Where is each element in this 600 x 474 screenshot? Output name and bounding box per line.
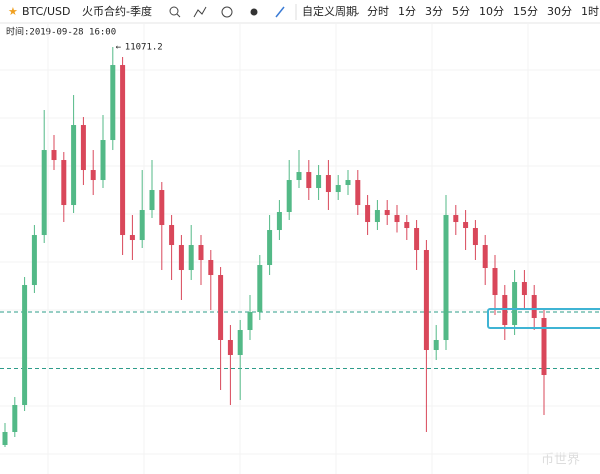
watermark: 币世界 [541, 453, 580, 468]
interval-button[interactable]: 3分 [425, 5, 443, 18]
candle-body [384, 210, 390, 216]
candle-body [227, 340, 233, 356]
candle-body [41, 150, 47, 236]
dropdown-caret[interactable]: ⌄ [354, 8, 361, 17]
candle-body [306, 172, 312, 189]
candle-body [394, 215, 400, 223]
candle-body [237, 330, 243, 356]
candle-body [149, 190, 155, 211]
candle-body [521, 282, 527, 296]
zone-box [487, 308, 600, 330]
time-label: 时间:2019-09-28 16:00 [6, 26, 116, 38]
candle-body [316, 175, 322, 189]
candle-body [218, 275, 224, 341]
candle-body [325, 175, 331, 193]
candle-body [2, 432, 8, 446]
candle-body [71, 125, 77, 206]
candle-body [267, 230, 273, 266]
candle-body [541, 318, 547, 376]
contract[interactable]: 火币合约-季度 [82, 4, 152, 18]
candle-body [120, 65, 126, 236]
candle-body [512, 282, 518, 326]
candle-body [90, 170, 96, 181]
candle-body [51, 150, 57, 161]
candle-body [443, 215, 449, 341]
draw-icon[interactable] [275, 6, 285, 18]
candle-body [296, 172, 302, 181]
candle-body [345, 180, 351, 186]
candle-body [80, 125, 86, 171]
candle-body [423, 250, 429, 351]
favorite-star[interactable]: ★ [8, 5, 18, 18]
candle-body [463, 222, 469, 229]
candle-body [355, 180, 361, 206]
interval-button[interactable]: 1分 [398, 5, 416, 18]
candle-body [188, 245, 194, 271]
toolbar: ★ BTC/USD 火币合约-季度 自定义周期 ⌄ [8, 4, 361, 20]
candle-body [335, 185, 341, 193]
candle-body [531, 295, 537, 319]
settings-icon[interactable] [221, 6, 233, 18]
candle-body [169, 225, 175, 246]
candle-body [404, 222, 410, 229]
candle-body [247, 312, 253, 331]
interval-button[interactable]: 分时 [367, 5, 389, 18]
candle-body [110, 65, 116, 141]
candle-body [198, 245, 204, 261]
candle-body [472, 228, 478, 246]
max-label: 11071.2 [125, 43, 163, 53]
interval-button[interactable]: 1时 [581, 5, 599, 18]
theme-icon[interactable] [250, 8, 258, 16]
candle-body [139, 210, 145, 241]
symbol[interactable]: BTC/USD [22, 5, 71, 18]
interval-button[interactable]: 15分 [513, 5, 538, 18]
custom-period[interactable]: 自定义周期 [302, 4, 357, 18]
candle-body [482, 245, 488, 269]
candle-body [129, 235, 135, 241]
candle-body [159, 190, 165, 226]
indicator-icon[interactable] [193, 6, 207, 18]
candle-body [453, 215, 459, 223]
candle-body [61, 160, 67, 206]
interval-button[interactable]: 10分 [479, 5, 504, 18]
candle-body [414, 228, 420, 251]
max-arrow: ← [116, 43, 122, 53]
candle-body [492, 268, 498, 296]
candle-body [22, 285, 28, 406]
candle-body [257, 265, 263, 313]
candle-body [100, 140, 106, 181]
candle-body [433, 340, 439, 351]
interval-button[interactable]: 5分 [452, 5, 470, 18]
search-icon-handle [176, 13, 181, 18]
interval-button[interactable]: 30分 [547, 5, 572, 18]
candle-body [31, 235, 37, 286]
candle-body [365, 205, 371, 223]
candle-body [374, 210, 380, 223]
candle-body [178, 245, 184, 271]
candle-body [276, 212, 282, 231]
search-icon[interactable] [169, 6, 179, 16]
candle-body [208, 260, 214, 276]
candle-body [12, 405, 18, 433]
candle-body [286, 180, 292, 213]
